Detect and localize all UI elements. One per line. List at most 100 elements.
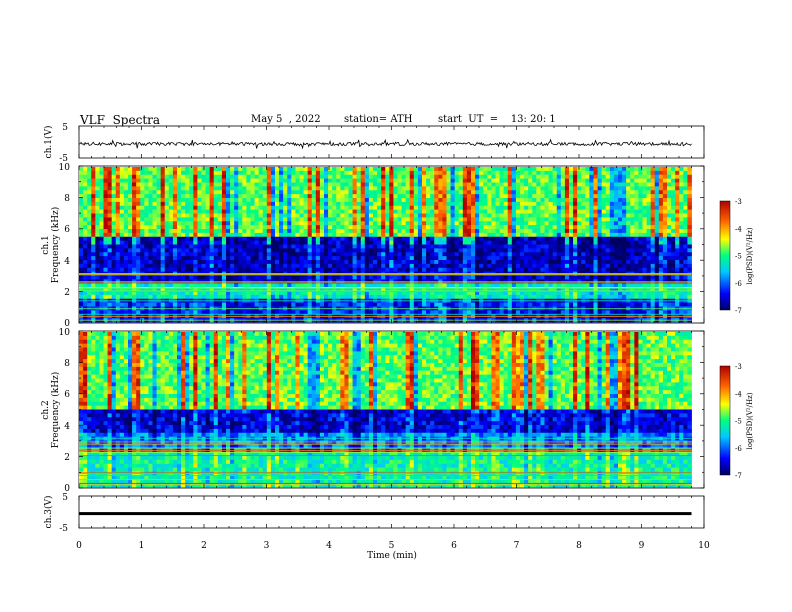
spectrogram-cell bbox=[381, 294, 386, 300]
spectrogram-cell bbox=[266, 170, 272, 176]
spectrogram-cell bbox=[262, 198, 268, 203]
spectrogram-cell bbox=[144, 178, 149, 183]
spectrogram-cell bbox=[503, 167, 509, 172]
spectrogram-cell bbox=[466, 221, 472, 226]
spectrogram-cell bbox=[577, 213, 582, 218]
spectrogram-cell bbox=[283, 201, 288, 207]
spectrogram-cell bbox=[226, 263, 231, 269]
spectrogram-cell bbox=[373, 240, 378, 245]
spectrogram-cell bbox=[221, 310, 227, 315]
spectrogram-cell bbox=[360, 221, 366, 226]
spectrogram-cell bbox=[181, 240, 186, 245]
spectrogram-cell bbox=[536, 190, 541, 195]
spectrogram-cell bbox=[181, 287, 186, 292]
spectrogram-cell bbox=[422, 225, 427, 230]
spectrogram-cell bbox=[385, 287, 390, 292]
spectrogram-cell bbox=[254, 244, 260, 249]
spectrogram-cell bbox=[185, 256, 190, 261]
spectrogram-cell bbox=[499, 217, 505, 222]
spectrogram-cell bbox=[491, 205, 496, 211]
spectrogram-cell bbox=[524, 256, 529, 261]
spectrogram-cell bbox=[201, 198, 206, 203]
spectrogram-cell bbox=[585, 178, 590, 183]
spectrogram-cell bbox=[287, 267, 292, 273]
spectrogram-cell bbox=[168, 174, 174, 180]
spectrogram-cell bbox=[172, 225, 178, 230]
spectrogram-cell bbox=[405, 167, 411, 172]
spectrogram-cell bbox=[123, 302, 129, 307]
spectrogram-cell bbox=[123, 291, 129, 296]
spectrogram-cell bbox=[291, 229, 296, 234]
spectrogram-cell bbox=[336, 225, 341, 230]
spectrogram-cell bbox=[119, 198, 125, 203]
spectrogram-cell bbox=[352, 198, 358, 203]
spectrogram-cell bbox=[491, 229, 496, 234]
spectrogram-cell bbox=[471, 256, 476, 261]
spectrogram-cell bbox=[528, 225, 533, 230]
spectrogram-cell bbox=[569, 170, 574, 176]
spectrogram-cell bbox=[111, 236, 117, 242]
spectrogram-cell bbox=[238, 198, 243, 203]
spectrogram-cell bbox=[91, 182, 96, 187]
spectrogram-cell bbox=[83, 170, 88, 176]
spectrogram-cell bbox=[205, 174, 211, 180]
spectrogram-cell bbox=[540, 201, 545, 207]
spectrogram-cell bbox=[560, 225, 566, 230]
spectrogram-cell bbox=[189, 201, 194, 207]
spectrogram-cell bbox=[491, 256, 496, 261]
spectrogram-cell bbox=[569, 209, 574, 214]
spectrogram-cell bbox=[201, 170, 206, 176]
spectrogram-cell bbox=[189, 240, 194, 245]
spectrogram-cell bbox=[434, 178, 439, 183]
spectrogram-cell bbox=[405, 310, 411, 315]
spectrogram-cell bbox=[307, 198, 313, 203]
spectrogram-cell bbox=[234, 236, 239, 242]
spectrogram-cell bbox=[128, 240, 133, 245]
spectrogram-cell bbox=[311, 182, 317, 187]
spectrogram-cell bbox=[560, 178, 566, 183]
spectrogram-cell bbox=[483, 209, 488, 214]
spectrogram-cell bbox=[123, 248, 129, 253]
spectrogram-cell bbox=[217, 174, 223, 180]
spectrogram-cell bbox=[303, 201, 309, 207]
spectrogram-cell bbox=[515, 252, 521, 257]
spectrogram-cell bbox=[315, 217, 321, 222]
spectrogram-cell bbox=[164, 244, 170, 249]
spectrogram-cell bbox=[189, 213, 194, 218]
spectrogram-cell bbox=[152, 186, 157, 191]
spectrogram-cell bbox=[226, 186, 231, 191]
spectrogram-cell bbox=[205, 283, 211, 288]
spectrogram-cell bbox=[409, 252, 415, 257]
spectrogram-cell bbox=[332, 248, 337, 253]
spectrogram-cell bbox=[348, 294, 353, 300]
spectrogram-cell bbox=[585, 182, 590, 187]
spectrogram-cell bbox=[495, 260, 500, 265]
spectrogram-cell bbox=[226, 294, 231, 300]
spectrogram-cell bbox=[487, 263, 492, 269]
spectrogram-cell bbox=[446, 302, 451, 307]
spectrogram-cell bbox=[172, 248, 178, 253]
spectrogram-cell bbox=[221, 275, 227, 280]
spectrogram-cell bbox=[356, 236, 362, 242]
spectrogram-cell bbox=[540, 213, 545, 218]
spectrogram-cell bbox=[417, 236, 423, 242]
spectrogram-cell bbox=[107, 287, 113, 292]
spectrogram-cell bbox=[119, 182, 125, 187]
spectrogram-cell bbox=[201, 310, 206, 315]
spectrogram-cell bbox=[409, 294, 415, 300]
spectrogram-cell bbox=[536, 294, 541, 300]
spectrogram-cell bbox=[336, 229, 341, 234]
spectrogram-cell bbox=[466, 240, 472, 245]
spectrogram-cell bbox=[197, 267, 202, 273]
spectrogram-cell bbox=[291, 201, 296, 207]
spectrogram-cell bbox=[377, 186, 382, 191]
spectrogram-cell bbox=[140, 186, 145, 191]
spectrogram-cell bbox=[471, 170, 476, 176]
spectrogram-cell bbox=[344, 198, 349, 203]
spectrogram-cell bbox=[283, 174, 288, 180]
spectrogram-cell bbox=[540, 167, 545, 172]
spectrogram-cell bbox=[140, 263, 145, 269]
spectrogram-cell bbox=[197, 244, 202, 249]
spectrogram-cell bbox=[168, 221, 174, 226]
spectrogram-cell bbox=[434, 294, 439, 300]
